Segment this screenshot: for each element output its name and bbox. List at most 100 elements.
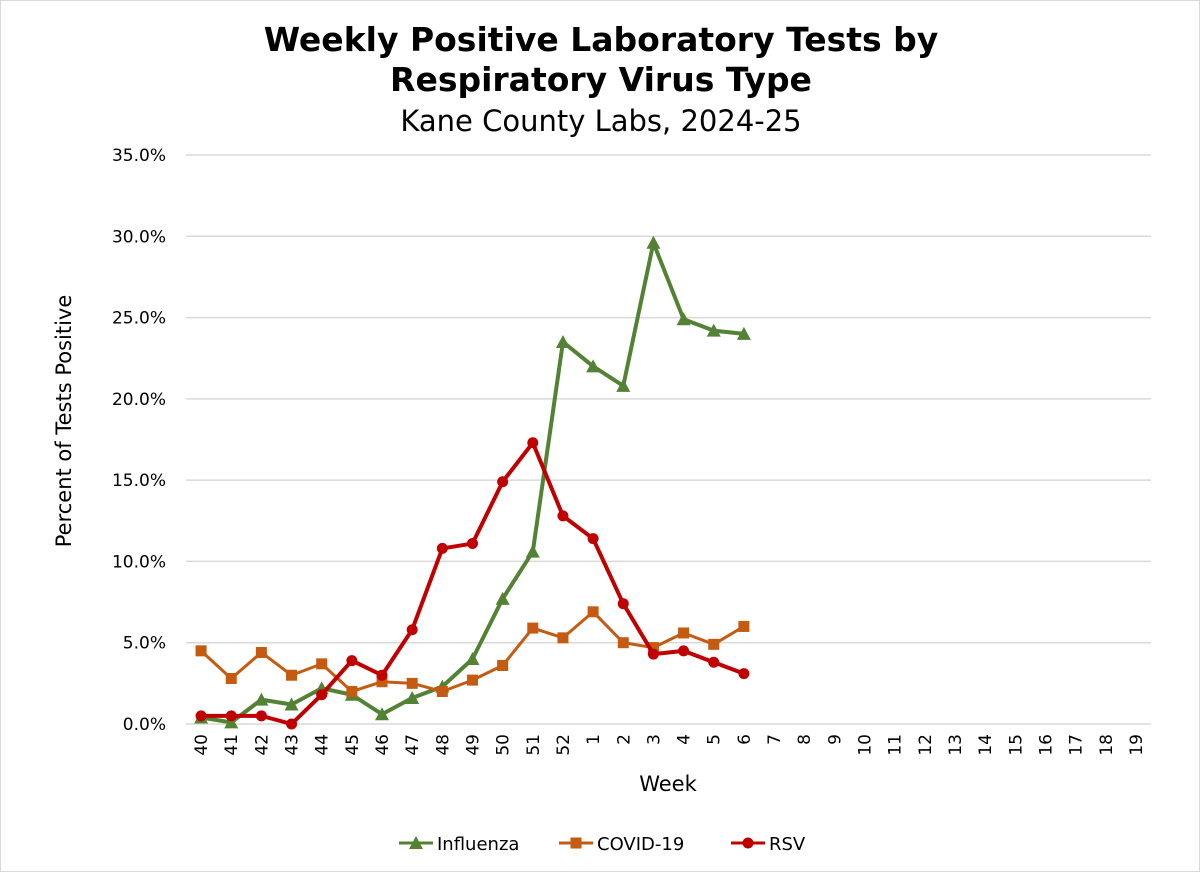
data-point	[708, 656, 720, 668]
y-tick-label: 35.0%	[112, 146, 166, 166]
data-point	[647, 642, 659, 654]
data-point	[587, 533, 599, 545]
legend-item: RSV	[731, 834, 806, 855]
data-point	[465, 651, 480, 665]
y-tick-label: 15.0%	[112, 471, 166, 491]
data-point	[736, 326, 751, 340]
x-tick-label: 13	[946, 734, 966, 756]
data-point	[376, 669, 388, 681]
data-point	[497, 659, 509, 671]
data-point	[255, 646, 267, 658]
data-point	[286, 669, 298, 681]
x-tick-label: 45	[343, 734, 363, 756]
data-point	[195, 645, 207, 657]
x-tick-label: 6	[735, 734, 755, 745]
x-tick-label: 2	[614, 734, 634, 745]
data-point	[527, 437, 539, 449]
chart-subtitle: Kane County Labs, 2024-25	[400, 104, 801, 138]
data-point	[570, 837, 582, 849]
x-tick-label: 7	[765, 734, 785, 745]
data-point	[616, 378, 631, 392]
data-point	[406, 677, 418, 689]
data-point	[527, 622, 539, 634]
data-point	[346, 685, 358, 697]
y-tick-label: 0.0%	[123, 715, 166, 735]
data-point	[738, 668, 750, 680]
data-point	[708, 638, 720, 650]
x-tick-label: 47	[403, 734, 423, 756]
y-tick-label: 5.0%	[123, 634, 166, 654]
data-point	[376, 676, 388, 688]
data-point	[617, 637, 629, 649]
legend-label: COVID-19	[597, 834, 684, 855]
x-tick-label: 19	[1127, 734, 1147, 756]
data-point	[497, 476, 509, 488]
data-point	[436, 542, 448, 554]
data-point	[284, 697, 299, 711]
x-tick-label: 11	[886, 734, 906, 756]
data-point	[557, 510, 569, 522]
data-point	[346, 655, 358, 667]
x-tick-label: 4	[675, 734, 695, 745]
y-tick-label: 25.0%	[112, 309, 166, 329]
x-tick-label: 48	[433, 734, 453, 756]
x-tick-label: 49	[463, 734, 483, 756]
series-line	[200, 240, 745, 725]
data-point	[254, 692, 269, 706]
y-tick-label: 20.0%	[112, 390, 166, 410]
data-point	[195, 710, 207, 722]
data-point	[587, 606, 599, 618]
data-point	[316, 658, 328, 670]
data-point	[375, 707, 390, 721]
x-tick-label: 12	[916, 734, 936, 756]
x-tick-label: 50	[494, 734, 514, 756]
x-tick-label: 14	[976, 734, 996, 756]
data-point	[495, 591, 510, 605]
data-point	[646, 235, 661, 249]
legend-item: COVID-19	[559, 834, 684, 855]
chart-title-line-1: Weekly Positive Laboratory Tests by	[264, 20, 939, 59]
x-tick-label: 9	[825, 734, 845, 745]
data-point	[286, 718, 298, 730]
data-point	[676, 312, 691, 326]
data-point	[466, 674, 478, 686]
data-point	[436, 685, 448, 697]
y-axis-label: Percent of Tests Positive	[52, 295, 76, 548]
x-tick-label: 18	[1097, 734, 1117, 756]
data-point	[466, 538, 478, 550]
x-tick-label: 16	[1036, 734, 1056, 756]
x-tick-label: 3	[644, 734, 664, 745]
x-tick-label: 5	[705, 734, 725, 745]
data-point	[316, 689, 328, 701]
legend-label: RSV	[769, 834, 806, 855]
data-point	[678, 627, 690, 639]
data-point	[678, 645, 690, 657]
x-tick-label: 52	[554, 734, 574, 756]
data-point	[617, 598, 629, 610]
data-point	[586, 359, 601, 373]
y-tick-label: 10.0%	[112, 552, 166, 572]
legend-label: Influenza	[437, 834, 519, 855]
series-rsv	[195, 437, 750, 730]
data-point	[706, 323, 721, 337]
data-point	[255, 710, 267, 722]
data-point	[409, 836, 423, 849]
data-point	[647, 648, 659, 660]
x-tick-label: 8	[795, 734, 815, 745]
x-tick-label: 43	[283, 734, 303, 756]
x-tick-label: 51	[524, 734, 544, 756]
series-covid-19	[195, 606, 750, 697]
x-tick-label: 41	[222, 734, 242, 756]
data-point	[225, 672, 237, 684]
x-axis-label: Week	[639, 772, 697, 796]
chart-title-line-2: Respiratory Virus Type	[390, 60, 812, 99]
legend: Influenza COVID-19 RSV	[399, 834, 806, 855]
legend-item: Influenza	[399, 834, 519, 855]
x-tick-label: 42	[252, 734, 272, 756]
x-tick-label: 40	[192, 734, 212, 756]
x-tick-label: 17	[1067, 734, 1087, 756]
x-tick-label: 10	[856, 734, 876, 756]
y-tick-label: 30.0%	[112, 227, 166, 247]
